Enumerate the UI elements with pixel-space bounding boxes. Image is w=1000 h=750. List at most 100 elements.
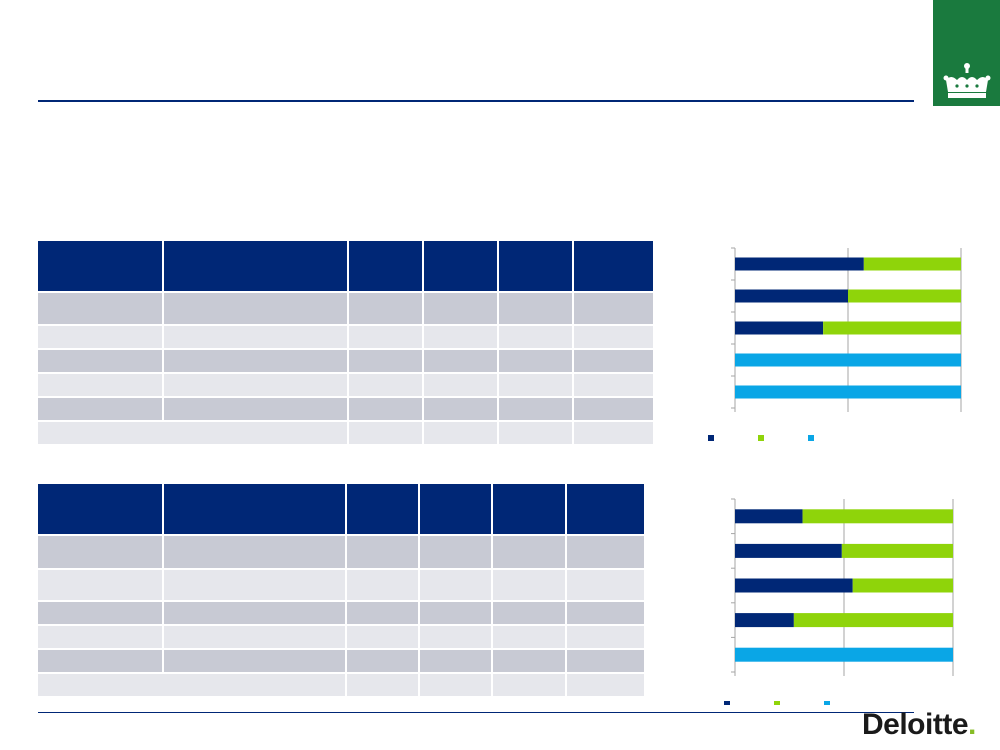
- table-row: [38, 484, 644, 534]
- table-cell: [38, 422, 347, 444]
- table-row: [38, 422, 653, 444]
- table-cell: [38, 536, 162, 568]
- table-cell: [347, 650, 418, 672]
- table-cell: [567, 536, 644, 568]
- table-cell: [38, 626, 162, 648]
- legend-swatch: [758, 435, 764, 441]
- table-cell: [164, 570, 345, 600]
- table-cell: [493, 570, 565, 600]
- table-cell: [567, 626, 644, 648]
- table-cell: [424, 374, 497, 396]
- data-table-top: [36, 239, 655, 446]
- bar-segment: [735, 321, 824, 335]
- bar-segment: [735, 543, 842, 558]
- table-cell: [493, 536, 565, 568]
- table-cell: [574, 241, 653, 291]
- table-cell: [349, 422, 422, 444]
- bar-segment: [735, 353, 961, 367]
- bar-segment: [852, 578, 953, 593]
- table-cell: [347, 602, 418, 624]
- stacked-bar-chart-top: [708, 247, 962, 441]
- table-cell: [499, 374, 572, 396]
- table-cell: [499, 293, 572, 324]
- footer-rule: [38, 712, 914, 713]
- bar-segment: [848, 289, 961, 303]
- stacked-bar-chart-bottom: [724, 498, 954, 705]
- table-cell: [164, 350, 347, 372]
- table-cell: [349, 241, 422, 291]
- table-cell: [567, 570, 644, 600]
- table-cell: [164, 241, 347, 291]
- table-cell: [424, 293, 497, 324]
- table-cell: [424, 350, 497, 372]
- table-cell: [164, 326, 347, 348]
- legend-swatch: [808, 435, 814, 441]
- table-cell: [499, 241, 572, 291]
- table-cell: [420, 536, 491, 568]
- table-cell: [347, 484, 418, 534]
- table-cell: [574, 293, 653, 324]
- table-cell: [164, 484, 345, 534]
- bar-segment: [735, 289, 848, 303]
- bar-segment: [841, 543, 953, 558]
- bar-segment: [735, 385, 961, 399]
- bar-segment: [793, 613, 953, 628]
- table-cell: [424, 422, 497, 444]
- crown-icon: [933, 0, 1000, 106]
- table-cell: [424, 326, 497, 348]
- table-cell: [38, 293, 162, 324]
- table-cell: [420, 650, 491, 672]
- bar-segment: [823, 321, 961, 335]
- table-cell: [164, 293, 347, 324]
- bar-segment: [735, 257, 864, 271]
- table-cell: [38, 484, 162, 534]
- table-cell: [164, 374, 347, 396]
- table-cell: [164, 398, 347, 420]
- table-cell: [420, 602, 491, 624]
- table-cell: [493, 484, 565, 534]
- table-cell: [567, 650, 644, 672]
- table-row: [38, 350, 653, 372]
- legend-swatch: [724, 701, 730, 705]
- legend-swatch: [708, 435, 714, 441]
- bar-segment: [735, 578, 853, 593]
- deloitte-logo: Deloitte.: [862, 708, 976, 741]
- title-rule: [38, 100, 914, 102]
- table-cell: [424, 241, 497, 291]
- table-cell: [493, 650, 565, 672]
- table-row: [38, 293, 653, 324]
- table-cell: [38, 674, 345, 696]
- table-cell: [349, 398, 422, 420]
- table-row: [38, 602, 644, 624]
- table-cell: [38, 650, 162, 672]
- table-cell: [499, 326, 572, 348]
- table-row: [38, 570, 644, 600]
- legend-swatch: [774, 701, 780, 705]
- table-cell: [38, 326, 162, 348]
- table-cell: [493, 626, 565, 648]
- table-cell: [420, 484, 491, 534]
- table-cell: [349, 326, 422, 348]
- table-cell: [38, 374, 162, 396]
- bar-segment: [863, 257, 961, 271]
- bar-segment: [802, 509, 953, 524]
- table-cell: [424, 398, 497, 420]
- table-cell: [38, 350, 162, 372]
- table-cell: [420, 570, 491, 600]
- table-cell: [493, 602, 565, 624]
- table-cell: [38, 398, 162, 420]
- table-cell: [349, 350, 422, 372]
- table-cell: [499, 398, 572, 420]
- table-row: [38, 398, 653, 420]
- table-cell: [38, 241, 162, 291]
- table-cell: [38, 602, 162, 624]
- bar-segment: [735, 509, 803, 524]
- legend-swatch: [824, 701, 830, 705]
- table-cell: [420, 626, 491, 648]
- table-cell: [574, 422, 653, 444]
- table-cell: [574, 398, 653, 420]
- table-row: [38, 650, 644, 672]
- table-cell: [349, 374, 422, 396]
- table-cell: [574, 326, 653, 348]
- table-cell: [567, 484, 644, 534]
